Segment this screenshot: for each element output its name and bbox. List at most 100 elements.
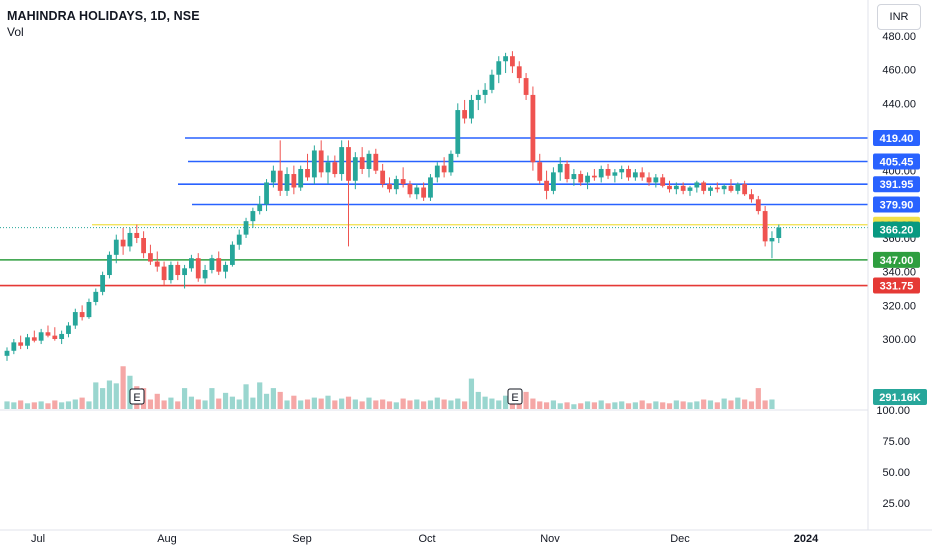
candle-body — [776, 227, 782, 238]
price-tick-label: 480.00 — [882, 31, 916, 43]
volume-bar — [18, 400, 24, 409]
candle-body — [551, 172, 556, 191]
volume-bar — [578, 403, 584, 409]
candle-body — [4, 350, 10, 356]
volume-bar — [284, 400, 290, 409]
price-tick-label: 440.00 — [882, 98, 916, 110]
volume-indicator-label[interactable]: Vol — [7, 25, 24, 39]
volume-bar — [687, 402, 693, 409]
candle-body — [482, 89, 488, 95]
volume-bar — [407, 400, 413, 409]
candle-body — [728, 185, 734, 191]
price-level-badge: 405.45 — [880, 156, 914, 168]
candle-body — [270, 170, 276, 183]
candle-body — [141, 238, 146, 254]
volume-bar — [660, 402, 666, 409]
candle-body — [45, 332, 51, 336]
earnings-event-marker[interactable]: E — [129, 388, 145, 405]
candle-body — [557, 163, 563, 173]
candle-body — [189, 258, 194, 269]
volume-bar — [154, 393, 160, 409]
volume-bar — [557, 403, 563, 409]
volume-bar — [380, 399, 386, 409]
earnings-event-marker[interactable]: E — [507, 388, 523, 405]
volume-bar — [762, 400, 768, 409]
candle-body — [544, 180, 549, 191]
volume-bar — [735, 397, 741, 409]
volume-bar — [359, 401, 365, 409]
volume-bar — [482, 396, 488, 409]
candle-body — [708, 187, 713, 191]
candle-body — [366, 153, 372, 169]
volume-bar — [298, 400, 304, 409]
candle-body — [680, 185, 686, 191]
candle-body — [148, 253, 153, 262]
volume-bar — [72, 399, 78, 409]
candle-body — [646, 177, 652, 183]
candle-body — [400, 179, 406, 185]
volume-bar — [373, 400, 379, 409]
candle-body — [52, 335, 58, 339]
symbol-title[interactable]: MAHINDRA HOLIDAYS, 1D, NSE — [7, 9, 200, 23]
candle-body — [298, 168, 304, 188]
last-price-badge-bg — [873, 221, 920, 238]
candle-body — [311, 150, 317, 178]
candle-body — [619, 168, 625, 173]
price-axis[interactable]: 300.00320.00340.00360.00380.00400.00420.… — [876, 31, 916, 510]
candle-body — [673, 185, 679, 190]
volume-bar — [496, 400, 502, 409]
volume-bar — [714, 402, 720, 409]
volume-bar — [229, 396, 235, 409]
volume-bar — [168, 397, 174, 409]
volume-bar — [571, 404, 577, 409]
candles — [4, 51, 782, 361]
volume-bar — [502, 395, 509, 409]
candle-body — [721, 185, 727, 190]
candle-body — [701, 182, 707, 191]
candle-body — [489, 74, 495, 90]
candle-body — [591, 175, 597, 178]
time-axis[interactable]: Jul Aug Sep Oct Nov Dec 2024 — [31, 533, 819, 545]
candle-body — [428, 177, 433, 198]
candle-body — [11, 342, 17, 351]
volume-bar — [721, 398, 727, 409]
candle-body — [332, 162, 338, 175]
price-level-badge: 331.75 — [880, 281, 914, 293]
volume-bar — [257, 382, 263, 409]
volume-bar — [352, 399, 358, 409]
candle-body — [380, 170, 386, 185]
volume-bar — [537, 401, 543, 409]
currency-button[interactable]: INR — [877, 4, 921, 30]
volume-bar — [311, 397, 317, 409]
time-tick-label: Aug — [157, 533, 177, 545]
last-volume-badge-bg — [873, 389, 927, 405]
candle-body — [762, 211, 768, 242]
volume-bar — [318, 398, 324, 409]
volume-tick-label: 25.00 — [882, 498, 910, 510]
candle-body — [448, 153, 454, 173]
volume-bar — [584, 401, 591, 409]
candle-body — [510, 56, 515, 67]
candle-body — [639, 172, 645, 178]
volume-bar — [277, 391, 283, 409]
volume-bar — [332, 400, 338, 409]
volume-bar — [448, 400, 454, 409]
candle-body — [407, 184, 413, 195]
candle-body — [694, 182, 700, 188]
volume-bar — [489, 398, 495, 409]
volume-bar — [65, 401, 72, 409]
volume-bar — [612, 402, 618, 409]
volume-bar — [147, 399, 154, 409]
candle-body — [305, 168, 310, 178]
volume-bar — [441, 399, 447, 409]
candle-body — [25, 337, 30, 346]
candle-body — [626, 168, 631, 178]
volume-bar — [304, 399, 311, 409]
price-level-badge-bg — [873, 277, 920, 294]
volume-bar — [386, 401, 393, 409]
candle-body — [127, 232, 133, 247]
volume-bars — [4, 366, 775, 409]
volume-bar — [475, 391, 481, 409]
